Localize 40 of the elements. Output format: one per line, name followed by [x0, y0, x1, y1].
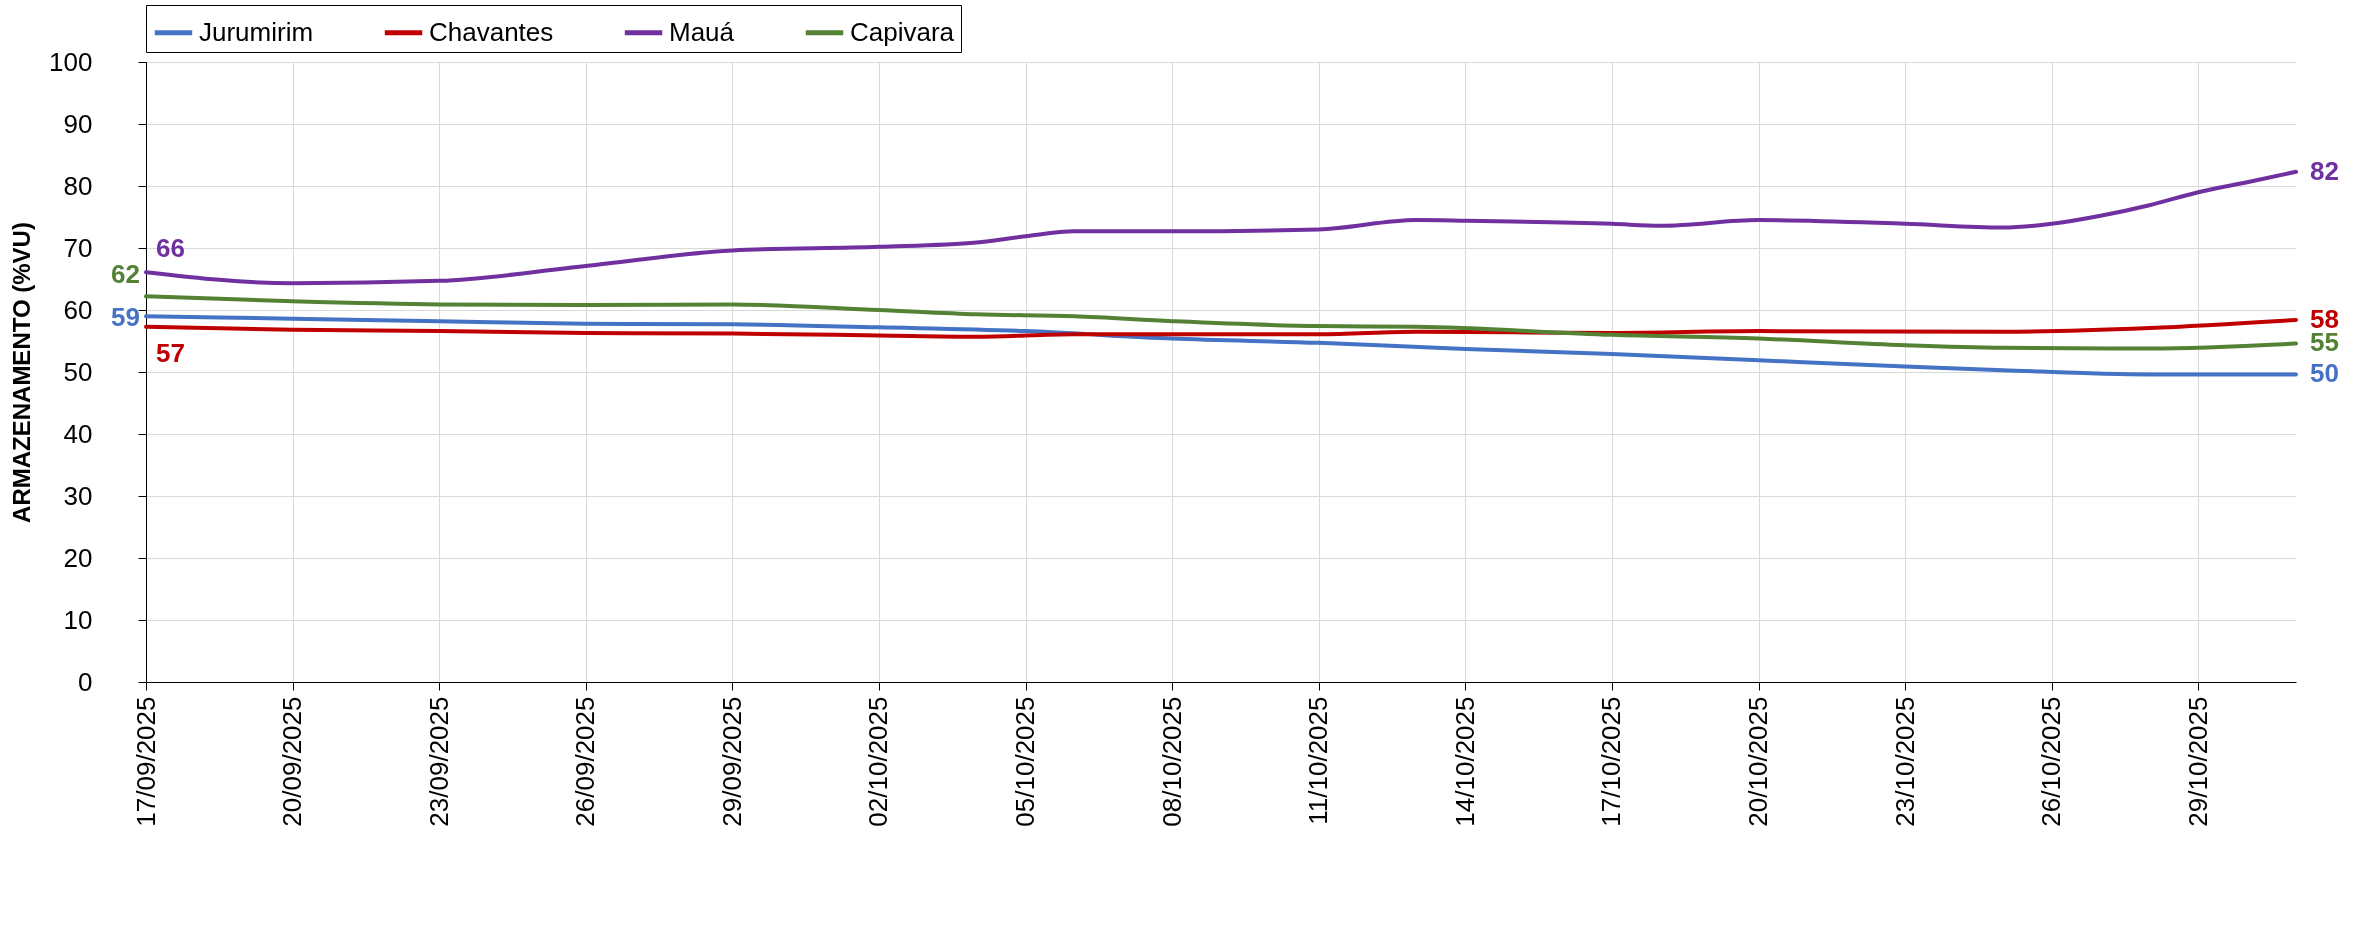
y-tick-label: 80	[63, 170, 93, 201]
y-tick-label: 20	[63, 542, 93, 573]
x-tick-label: 26/10/2025	[2036, 696, 2067, 827]
x-tick-label: 23/09/2025	[423, 696, 454, 827]
x-tick-label: 02/10/2025	[863, 696, 894, 827]
y-tick-label: 10	[63, 604, 93, 635]
y-tick-label: 50	[63, 356, 93, 387]
x-tick-label: 29/09/2025	[716, 696, 747, 827]
x-tick-label: 23/10/2025	[1889, 696, 1920, 827]
data-label: 66	[156, 233, 185, 264]
y-tick-label: 90	[63, 108, 93, 139]
x-tick-label: 17/09/2025	[130, 696, 161, 827]
line-series	[144, 317, 2298, 339]
y-tick-label: 30	[63, 480, 93, 511]
x-tick-label: 08/10/2025	[1156, 696, 1187, 827]
x-tick-label: 11/10/2025	[1303, 696, 1334, 825]
data-label: 57	[156, 337, 185, 368]
y-tick-label: 70	[63, 232, 93, 263]
x-tick-label: 17/10/2025	[1596, 696, 1627, 827]
x-tick-label: 05/10/2025	[1010, 696, 1041, 827]
y-tick-label: 100	[49, 46, 93, 77]
data-label: 50	[2310, 358, 2339, 389]
line-series	[144, 169, 2298, 286]
x-tick-label: 20/10/2025	[1743, 696, 1773, 827]
y-axis-title: ARMAZENAMENTO (%VU)	[8, 222, 36, 523]
x-tick-label: 14/10/2025	[1449, 696, 1480, 827]
data-label: 62	[111, 259, 140, 290]
line-series	[144, 314, 2298, 377]
y-tick-label: 40	[63, 418, 93, 449]
data-label: 82	[2310, 155, 2339, 186]
legend-label: Mauá	[669, 16, 735, 47]
data-label: 59	[111, 302, 140, 333]
x-tick-label: 26/09/2025	[570, 696, 601, 827]
y-tick-label: 0	[78, 666, 93, 697]
legend-label: Capivara	[850, 16, 955, 47]
x-tick-label: 29/10/2025	[2182, 696, 2213, 827]
y-tick-label: 60	[63, 294, 93, 325]
legend-label: Jurumirim	[199, 16, 314, 47]
x-tick-label: 20/09/2025	[277, 696, 308, 827]
legend-label: Chavantes	[429, 16, 554, 47]
